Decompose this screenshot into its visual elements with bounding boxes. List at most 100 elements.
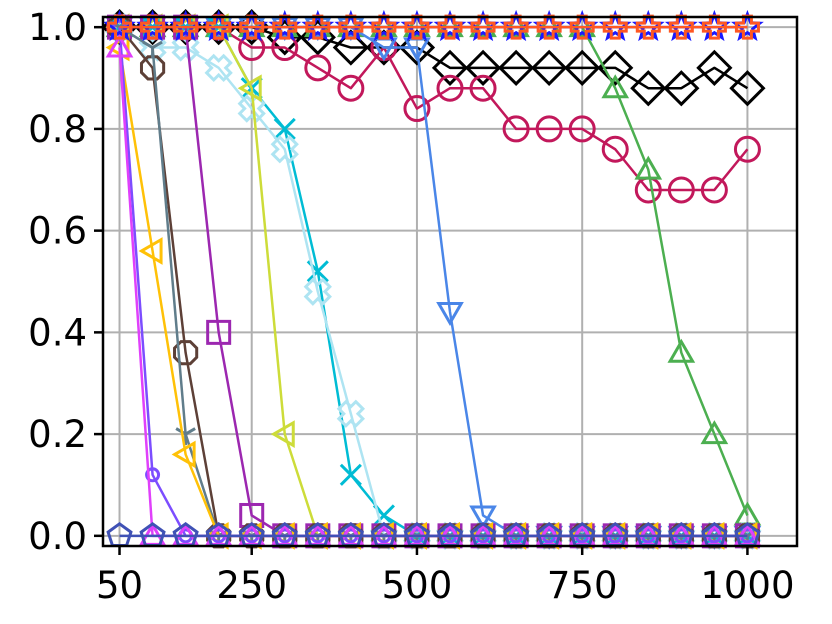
data-point — [469, 505, 497, 530]
data-point — [602, 14, 628, 40]
data-point — [503, 14, 529, 40]
data-point — [206, 319, 232, 345]
x-marker-stroke — [372, 504, 395, 527]
data-point — [206, 14, 232, 40]
data-point — [663, 70, 700, 107]
x-tick-label: 500 — [382, 564, 453, 607]
data-point — [668, 14, 694, 40]
plus-x-marker-shape — [336, 399, 366, 428]
data-point — [700, 176, 728, 204]
series-line — [119, 25, 748, 538]
data-point — [173, 14, 199, 40]
data-point — [469, 74, 497, 102]
y-tick-label: 0.8 — [28, 108, 87, 151]
x-marker-stroke — [273, 117, 296, 140]
data-point — [371, 14, 397, 40]
data-point — [634, 155, 663, 180]
ticks: 50 250 500 750 1000 0.0 0.2 0.4 0.6 0.8 1.0 — [28, 6, 794, 607]
tri-marker-stroke — [184, 427, 196, 436]
y-tick-label: 1.0 — [28, 6, 87, 49]
data-point — [502, 115, 530, 143]
x-marker-stroke — [306, 260, 329, 283]
data-point — [305, 14, 331, 40]
y-tick-label: 0.0 — [28, 515, 87, 558]
data-point — [204, 53, 233, 83]
data-point — [337, 74, 365, 102]
data-point — [568, 13, 597, 38]
data-point — [733, 135, 761, 163]
data-point — [696, 49, 733, 86]
data-point — [403, 95, 431, 123]
data-point — [237, 74, 262, 103]
plus-x-marker-shape — [237, 94, 266, 123]
data-point — [535, 13, 563, 38]
data-point — [107, 14, 133, 40]
plus-x-marker-shape — [204, 53, 233, 83]
x-marker-stroke — [339, 463, 362, 486]
data-point — [729, 70, 766, 107]
data-point — [667, 176, 695, 204]
data-point — [470, 14, 496, 40]
data-point — [630, 70, 667, 107]
data-point — [436, 74, 464, 102]
data-point — [568, 115, 596, 143]
y-tick-label: 0.4 — [28, 311, 87, 354]
series-6 — [105, 13, 762, 550]
data-point — [564, 49, 601, 86]
data-point — [273, 117, 296, 140]
data-point — [173, 340, 199, 366]
data-point — [601, 74, 630, 99]
y-tick-label: 0.6 — [28, 210, 87, 253]
data-point — [105, 33, 134, 58]
plus-x-marker-shape — [270, 135, 299, 164]
data-point — [142, 40, 163, 59]
plot-frame — [101, 15, 799, 548]
data-point — [270, 420, 295, 448]
plus-x-marker-shape — [303, 277, 332, 306]
data-point — [239, 14, 265, 40]
tri-marker-stroke — [142, 40, 154, 49]
data-point — [171, 440, 196, 469]
data-point — [531, 49, 568, 86]
tri-marker-stroke — [151, 40, 163, 49]
data-point — [734, 14, 760, 40]
data-point — [701, 14, 727, 40]
axes — [101, 15, 799, 548]
data-point — [339, 463, 362, 486]
data-point — [336, 399, 366, 428]
data-point — [437, 14, 463, 40]
data-point — [667, 338, 696, 363]
x-tick-label: 50 — [96, 564, 143, 607]
data-point — [436, 302, 464, 327]
data-point — [338, 14, 364, 40]
x-tick-label: 1000 — [700, 564, 794, 607]
data-point — [270, 135, 299, 164]
data-point — [597, 49, 634, 86]
data-point — [601, 135, 629, 163]
data-point — [370, 13, 398, 38]
y-tick-label: 0.2 — [28, 413, 87, 456]
data-point — [635, 14, 661, 40]
x-tick-label: 750 — [547, 564, 618, 607]
data-point — [436, 13, 464, 38]
data-point — [569, 14, 595, 40]
data-point — [536, 14, 562, 40]
data-point — [700, 420, 729, 445]
data-point — [145, 467, 161, 483]
data-point — [469, 13, 497, 38]
data-point — [303, 277, 332, 306]
data-point — [502, 13, 530, 38]
data-point — [105, 33, 130, 62]
data-point — [237, 94, 266, 123]
data-point — [404, 14, 430, 40]
data-point — [138, 237, 163, 265]
data-point — [403, 13, 431, 38]
data-point — [272, 14, 298, 40]
series-layer — [101, 9, 766, 550]
data-point — [497, 49, 535, 86]
x-tick-label: 250 — [216, 564, 287, 607]
series-16 — [107, 14, 760, 40]
series-9 — [106, 14, 761, 549]
